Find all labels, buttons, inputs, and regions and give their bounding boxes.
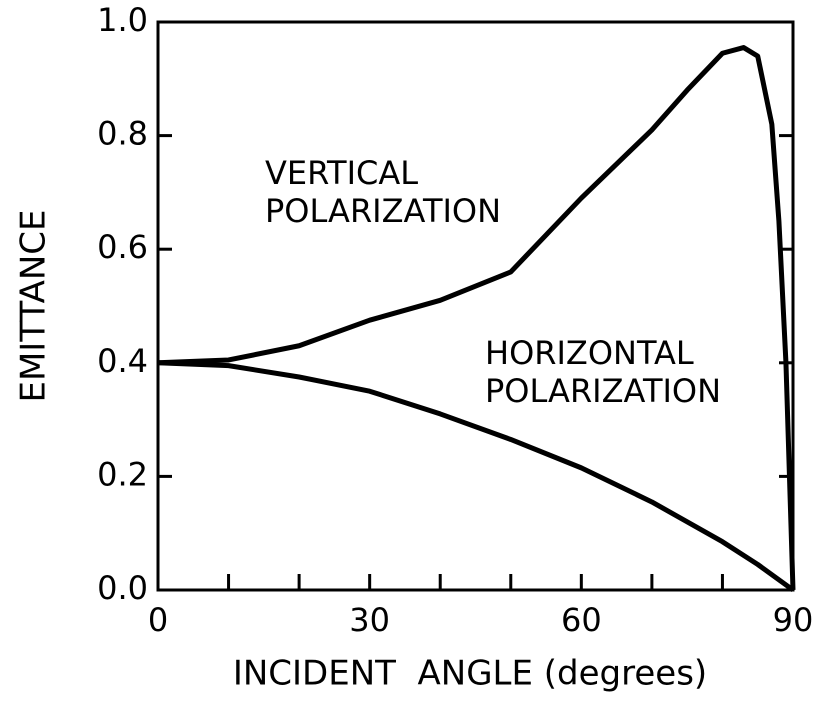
series-label: VERTICAL [265,154,418,192]
x-tick-label: 0 [148,601,168,639]
series-label: POLARIZATION [265,192,501,230]
y-tick-label: 1.0 [97,1,148,39]
y-tick-label: 0.0 [97,569,148,607]
series-line [157,360,795,593]
plot-frame [156,20,795,592]
y-tick-label: 0.8 [97,115,148,153]
y-axis-label: EMITTANCE [14,209,54,402]
y-tick-label: 0.4 [97,342,148,380]
x-tick-label: 30 [349,601,390,639]
y-tick-label: 0.6 [97,228,148,266]
x-tick-label: 60 [561,601,602,639]
x-tick-label: 90 [773,601,814,639]
series-line [157,45,796,591]
y-tick-label: 0.2 [97,455,148,493]
series-label: HORIZONTAL [485,334,694,372]
series-label: POLARIZATION [485,372,721,410]
x-axis-label: INCIDENT ANGLE (degrees) [233,654,707,694]
